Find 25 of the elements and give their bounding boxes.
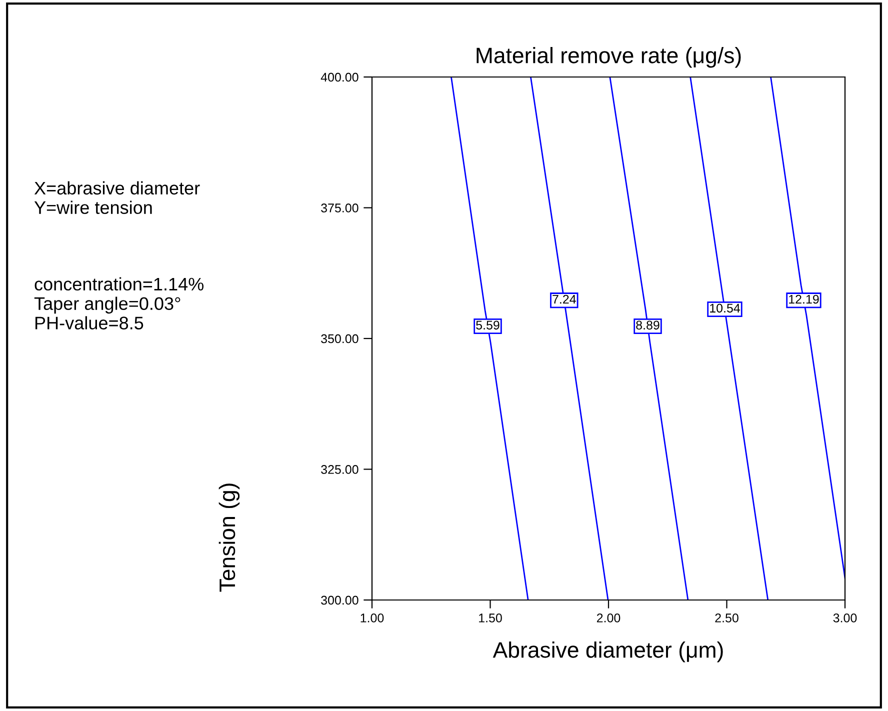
y-tick-label: 300.00: [321, 596, 358, 605]
y-tick-label: 325.00: [321, 465, 358, 474]
line-series: [450, 77, 529, 600]
series-label: 10.54: [710, 304, 740, 313]
x-tick-label: 2.50: [715, 614, 738, 622]
line-series: [770, 77, 845, 579]
text: concentration=1.14% Taper angle=0.03° PH-value=8.5: [34, 277, 204, 330]
series-label: 7.24: [552, 294, 576, 304]
x-axis-title: Abrasive diameter (μm): [492, 642, 723, 662]
chart-title: Material remove rate (μg/s): [476, 47, 741, 68]
x-tick-label: 1.00: [360, 614, 384, 622]
y-tick-label: 400.00: [320, 72, 358, 82]
line-series: [609, 77, 689, 600]
x-tick-label: 2.00: [596, 614, 620, 622]
line-series: [530, 77, 609, 600]
line-series: [690, 77, 769, 600]
y-tick-label: 375.00: [321, 204, 358, 212]
y-tick-label: 350.00: [321, 334, 358, 344]
y-axis-title: Tension (g): [218, 484, 240, 592]
series-label: 5.59: [476, 320, 500, 330]
series-label: 12.19: [789, 294, 819, 304]
x-tick-label: 1.50: [479, 614, 502, 622]
text: X=abrasive diameter Y=wire tension: [34, 181, 200, 214]
x-tick-label: 3.00: [833, 614, 857, 622]
series-label: 8.89: [636, 320, 660, 330]
